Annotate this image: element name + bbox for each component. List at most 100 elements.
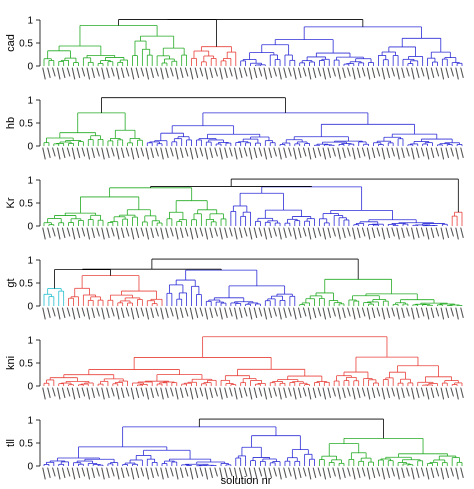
leaf-label-mark [445, 387, 449, 399]
leaf-label-mark [327, 387, 331, 399]
leaf-label-mark [209, 467, 213, 479]
leaf-label-mark [297, 467, 302, 479]
leaf-label-mark [406, 67, 410, 77]
leaf-label-mark [337, 147, 341, 160]
leaf-label-mark [135, 67, 140, 79]
leaf-label-mark [170, 387, 174, 397]
leaf-label-mark [209, 307, 213, 319]
leaf-label-mark [91, 307, 95, 319]
leaf-label-mark [52, 67, 56, 77]
leaf-label-mark [194, 227, 199, 239]
leaf-label-mark [234, 467, 238, 480]
leaf-label-mark [327, 307, 331, 319]
leaf-label-mark [332, 227, 336, 237]
leaf-label-mark [302, 67, 307, 77]
leaf-label-mark [91, 67, 95, 79]
leaf-label-mark [204, 227, 209, 240]
leaf-label-mark [283, 227, 287, 239]
leaf-label-mark [312, 147, 317, 159]
leaf-label-mark [406, 387, 410, 397]
leaf-label-mark [219, 467, 223, 480]
leaf-label-mark [293, 307, 297, 320]
leaf-label-mark [111, 467, 115, 477]
leaf-label-mark [179, 467, 184, 479]
leaf-label-mark [396, 147, 400, 160]
leaf-label-mark [86, 227, 91, 240]
leaf-label-mark [376, 387, 381, 397]
leaf-label-mark [425, 67, 430, 80]
leaf-label-mark [312, 307, 317, 319]
leaf-label-mark [263, 467, 268, 480]
leaf-label-mark [42, 147, 46, 160]
leaf-label-mark [155, 387, 159, 397]
leaf-label-mark [61, 147, 66, 159]
leaf-label-mark [297, 147, 302, 159]
panel-kni: 0 0.5 1 kni [5, 336, 464, 400]
leaf-label-mark [238, 227, 243, 239]
leaf-label-mark [288, 467, 292, 477]
leaf-label-mark [332, 307, 336, 317]
leaf-label-mark [396, 467, 400, 480]
y-axis-label: gt [5, 278, 17, 287]
leaf-label-mark [253, 147, 258, 159]
y-tick-label: 0.5 [19, 279, 33, 290]
leaf-label-mark [283, 387, 287, 399]
leaf-label-mark [189, 467, 194, 480]
leaf-label-mark [42, 467, 46, 480]
leaf-label-mark [440, 67, 445, 80]
leaf-label-mark [342, 307, 346, 319]
leaf-label-mark [283, 307, 287, 319]
leaf-label-mark [435, 67, 440, 77]
leaf-label-mark [224, 147, 228, 159]
leaf-label-mark [420, 307, 425, 317]
leaf-label-mark [440, 307, 445, 320]
leaf-label-mark [219, 147, 223, 160]
leaf-label-mark [184, 67, 189, 77]
leaf-label-mark [312, 467, 317, 479]
leaf-label-mark [47, 307, 51, 319]
leaf-label-mark [165, 307, 169, 319]
leaf-label-mark [125, 67, 130, 77]
leaf-label-mark [101, 387, 105, 400]
leaf-label-mark [71, 387, 76, 400]
leaf-label-mark [381, 227, 386, 240]
leaf-label-mark [106, 467, 110, 479]
leaf-label-mark [248, 227, 253, 240]
leaf-label-mark [81, 67, 86, 77]
leaf-label-mark [140, 67, 145, 77]
leaf-label-mark [391, 307, 395, 317]
leaf-label-mark [106, 67, 110, 79]
leaf-label-mark [155, 67, 159, 77]
leaf-label-mark [96, 467, 100, 477]
leaf-label-mark [160, 387, 164, 400]
leaf-label-mark [386, 307, 390, 319]
leaf-label-mark [57, 67, 61, 80]
leaf-label-mark [327, 67, 331, 79]
leaf-label-mark [209, 67, 213, 79]
leaf-label-mark [47, 387, 51, 399]
leaf-label-mark [243, 387, 248, 397]
leaf-label-mark [278, 387, 282, 400]
leaf-label-mark [288, 147, 292, 157]
leaf-label-mark [425, 387, 430, 400]
leaf-label-mark [160, 307, 164, 320]
leaf-label-mark [440, 227, 445, 240]
leaf-label-mark [445, 467, 449, 479]
leaf-label-mark [415, 387, 420, 399]
leaf-label-mark [125, 227, 130, 237]
leaf-label-mark [401, 227, 405, 239]
leaf-label-mark [243, 67, 248, 77]
leaf-label-mark [371, 147, 376, 159]
leaf-label-mark [189, 307, 194, 320]
leaf-label-mark [234, 387, 238, 400]
leaf-label-mark [165, 147, 169, 159]
leaf-label-mark [125, 147, 130, 157]
leaf-label-mark [366, 227, 371, 240]
y-tick-label: 0.5 [19, 359, 33, 370]
leaf-label-mark [312, 67, 317, 79]
leaf-label-mark [278, 227, 282, 240]
leaf-label-mark [415, 67, 420, 79]
leaf-label-mark [135, 467, 140, 479]
leaf-label-mark [101, 227, 105, 240]
leaf-label-mark [76, 147, 81, 159]
